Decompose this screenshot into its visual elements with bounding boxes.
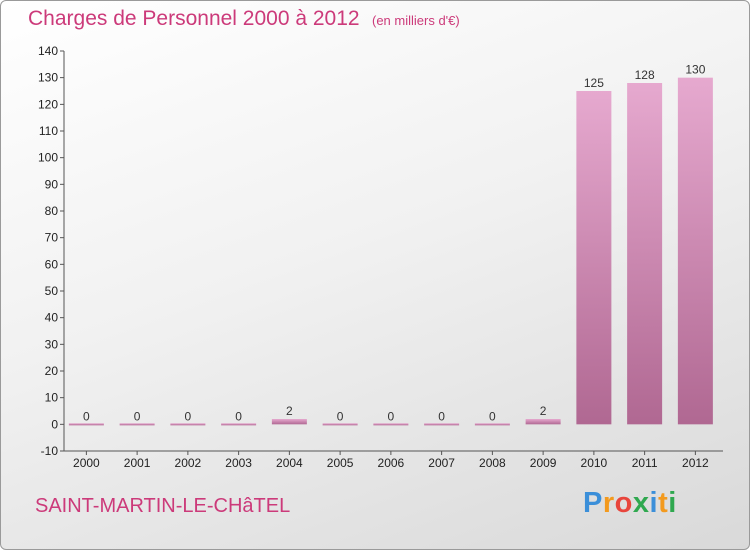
x-tick-label-2002: 2002 (175, 456, 202, 470)
y-tick-label: 90 (45, 177, 59, 191)
y-tick-label: 80 (45, 204, 59, 218)
logo-letter: x (632, 487, 650, 519)
logo-letter: t (658, 487, 669, 519)
x-tick-label-2007: 2007 (428, 456, 455, 470)
value-label-2001: 0 (134, 409, 141, 423)
value-label-2005: 0 (337, 409, 344, 423)
x-tick-label-2008: 2008 (479, 456, 506, 470)
x-tick-label-2005: 2005 (327, 456, 354, 470)
y-tick-label: 50 (45, 284, 59, 298)
bar-2011 (627, 83, 663, 425)
bar-2003 (221, 423, 257, 426)
y-tick-label: 0 (51, 417, 58, 431)
y-tick-label: 110 (39, 124, 58, 138)
y-tick-label: 20 (45, 364, 59, 378)
labels: 2000 0 2001 0 2002 0 2003 0 2004 2 2005 0 2006 0 2007 0… (73, 63, 709, 470)
value-label-2007: 0 (438, 409, 445, 423)
bar-2001 (119, 423, 155, 426)
value-label-2010: 125 (584, 76, 604, 90)
value-label-2008: 0 (489, 409, 496, 423)
x-tick-label-2012: 2012 (682, 456, 709, 470)
value-label-2003: 0 (235, 409, 242, 423)
value-label-2009: 2 (540, 404, 547, 418)
value-label-2004: 2 (286, 404, 293, 418)
x-tick-label-2011: 2011 (632, 456, 658, 470)
x-tick-label-2001: 2001 (124, 456, 151, 470)
y-tick-label: 60 (45, 257, 59, 271)
y-tick-label: 120 (38, 97, 58, 111)
value-label-2002: 0 (185, 409, 192, 423)
logo-letter: i (668, 487, 677, 519)
chart-title: Charges de Personnel 2000 à 2012 (28, 7, 360, 30)
logo-letter: o (614, 487, 633, 519)
logo-letter: i (649, 487, 659, 519)
value-label-2000: 0 (83, 409, 90, 423)
bar-2012 (677, 77, 713, 425)
y-tick-label: 130 (38, 71, 58, 85)
bar-2010 (576, 91, 612, 425)
bar-2007 (424, 423, 460, 426)
bar-2004 (271, 419, 307, 425)
bars (68, 77, 713, 426)
y-tick-label: 70 (45, 231, 59, 245)
x-tick-label-2006: 2006 (378, 456, 405, 470)
chart-subtitle: (en milliers d'€) (372, 13, 460, 28)
bar-2000 (68, 423, 104, 426)
x-tick-label-2010: 2010 (581, 456, 608, 470)
logo-letter: r (602, 487, 615, 519)
commune-name: SAINT-MARTIN-LE-CHâTEL (35, 495, 291, 517)
y-tick-label: 40 (45, 311, 59, 325)
bar-2008 (474, 423, 510, 426)
bar-2009 (525, 419, 561, 425)
logo-letter: P (583, 487, 603, 519)
y-tick-label: -10 (41, 444, 59, 458)
y-tick-label: 30 (45, 337, 59, 351)
x-tick-label-2000: 2000 (73, 456, 100, 470)
x-tick-label-2003: 2003 (225, 456, 252, 470)
bar-2005 (322, 423, 358, 426)
bar-2002 (170, 423, 206, 426)
y-tick-label: 140 (38, 44, 58, 58)
y-tick-label: 100 (38, 151, 58, 165)
bar-2006 (373, 423, 409, 426)
value-label-2012: 130 (685, 63, 705, 77)
y-tick-label: 10 (45, 391, 59, 405)
x-tick-label-2009: 2009 (530, 456, 557, 470)
x-tick-label-2004: 2004 (276, 456, 303, 470)
proxiti-logo: Proxiti (583, 487, 677, 520)
value-label-2006: 0 (388, 409, 395, 423)
value-label-2011: 128 (635, 68, 655, 82)
